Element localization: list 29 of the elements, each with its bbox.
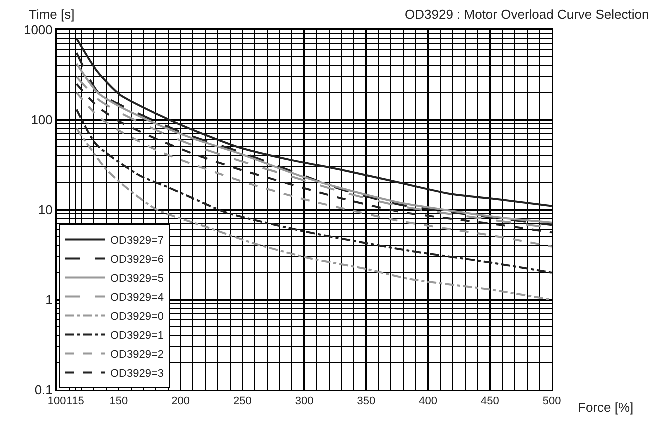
legend-label: OD3929=0 xyxy=(110,310,164,323)
legend-label: OD3929=3 xyxy=(110,368,164,380)
x-tick-label: 250 xyxy=(233,396,252,408)
legend-label: OD3929=4 xyxy=(110,292,164,304)
x-tick-label: 450 xyxy=(480,396,500,408)
x-tick-label: 200 xyxy=(172,396,190,408)
y-tick-label: 1 xyxy=(46,292,53,308)
x-tick-label: 150 xyxy=(110,396,128,408)
x-tick-label: 100 xyxy=(48,396,66,408)
legend-label: OD3929=7 xyxy=(110,234,164,247)
x-tick-label: 300 xyxy=(295,396,314,408)
line-series xyxy=(76,38,552,208)
x-axis-title: Force [%] xyxy=(578,400,634,415)
y-tick-label: 10 xyxy=(38,202,53,218)
y-axis-title: Time [s] xyxy=(29,7,75,22)
y-tick-label: 0.1 xyxy=(34,382,53,398)
y-tick-label: 1000 xyxy=(24,22,53,38)
legend-label: OD3929=6 xyxy=(110,254,164,266)
x-tick-label: 400 xyxy=(419,396,438,408)
x-tick-label: 115 xyxy=(66,396,84,408)
chart-title: OD3929 : Motor Overload Curve Selection xyxy=(405,7,650,22)
y-tick-label: 100 xyxy=(31,112,53,128)
line-series xyxy=(76,128,552,301)
legend-label: OD3929=5 xyxy=(110,272,164,285)
line-series xyxy=(76,108,552,274)
legend-label: OD3929=2 xyxy=(110,348,164,361)
x-tick-label: 500 xyxy=(542,396,562,408)
x-tick-label: 350 xyxy=(357,396,376,408)
legend-label: OD3929=1 xyxy=(110,330,164,342)
